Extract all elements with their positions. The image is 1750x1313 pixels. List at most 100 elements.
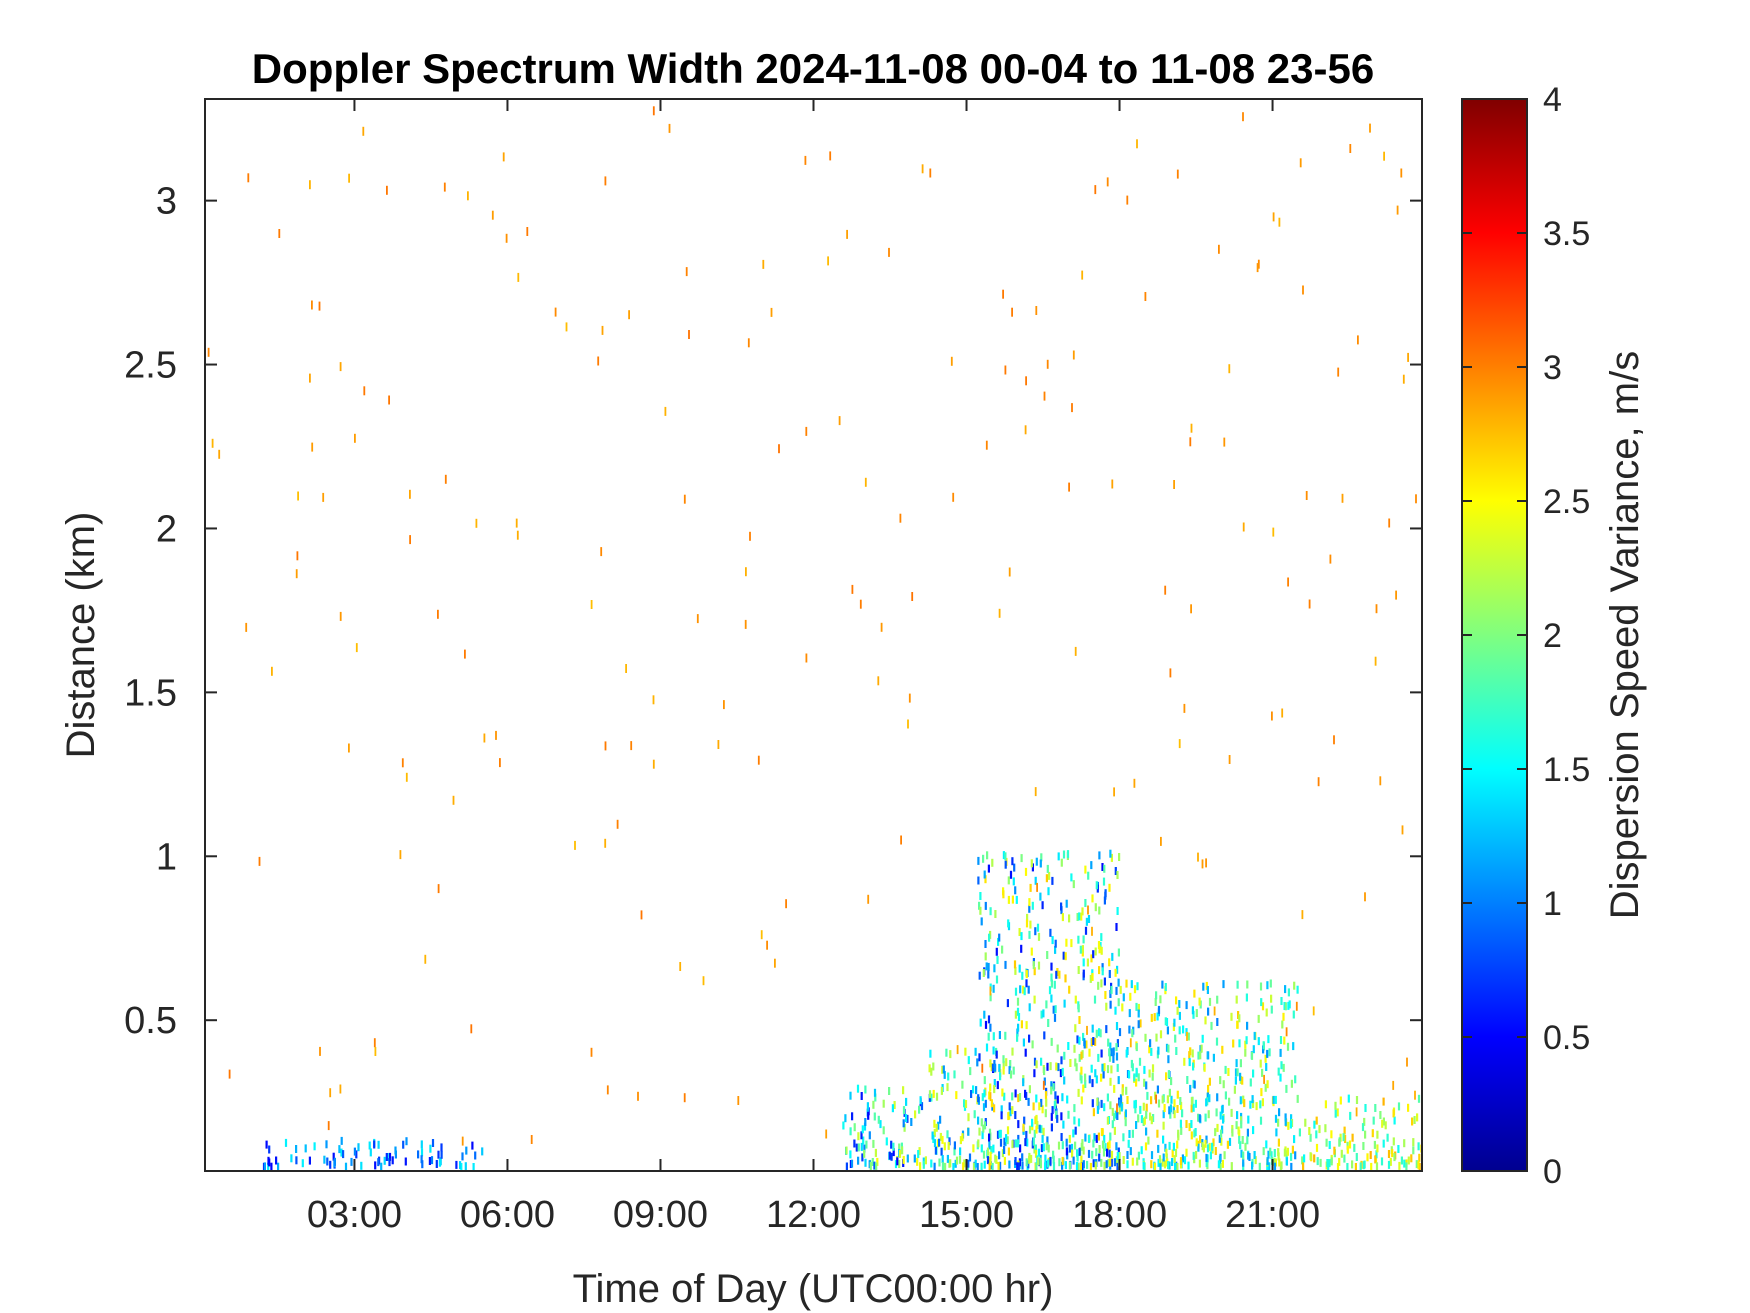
- data-cell: [1121, 1087, 1124, 1096]
- data-cell: [1094, 947, 1097, 956]
- data-cell: [1097, 941, 1101, 949]
- data-cell: [1065, 1147, 1068, 1156]
- data-cell: [1052, 1083, 1055, 1092]
- data-cell: [438, 1158, 441, 1167]
- data-cell: [947, 1072, 950, 1081]
- data-cell: [1103, 1103, 1106, 1112]
- data-cell: [1074, 1024, 1077, 1033]
- data-cell: [1102, 877, 1106, 886]
- data-cell: [1183, 1057, 1186, 1066]
- data-cell: [1156, 1129, 1159, 1138]
- data-cell: [1204, 1139, 1207, 1148]
- data-cell-sparse: [762, 259, 765, 269]
- data-cell-sparse: [702, 976, 705, 986]
- data-cell: [920, 1102, 924, 1111]
- data-cell: [894, 1160, 898, 1169]
- x-tick-label: 09:00: [613, 1194, 708, 1236]
- data-cell: [1410, 1154, 1413, 1163]
- data-cell-sparse: [637, 1091, 639, 1101]
- data-cell: [1392, 1137, 1395, 1146]
- data-cell: [1045, 1098, 1048, 1107]
- data-cell: [1082, 958, 1085, 967]
- data-cell: [954, 1159, 957, 1168]
- data-cell: [1047, 887, 1050, 896]
- data-cell: [1249, 1078, 1252, 1087]
- data-cell: [1060, 902, 1063, 911]
- data-cell: [1178, 1000, 1181, 1008]
- data-cell: [888, 1087, 891, 1095]
- data-cell: [1294, 1075, 1297, 1084]
- data-cell: [1037, 932, 1041, 941]
- data-cell: [1181, 1109, 1184, 1118]
- data-cell: [992, 1144, 995, 1153]
- data-cell: [1161, 980, 1164, 989]
- data-cell: [978, 971, 981, 980]
- data-cell: [1167, 1055, 1170, 1064]
- data-cell: [1045, 874, 1048, 883]
- data-cell: [1116, 1112, 1119, 1120]
- data-cell: [388, 1152, 392, 1161]
- data-cell: [1034, 1144, 1037, 1153]
- data-cell: [1289, 1120, 1292, 1129]
- colorbar-tick-label: 4: [1543, 81, 1562, 119]
- data-cell: [977, 1116, 980, 1125]
- data-cell: [1034, 1149, 1038, 1158]
- data-cell: [1035, 857, 1038, 866]
- data-cell: [1397, 1145, 1400, 1153]
- data-cell: [972, 1144, 975, 1153]
- data-cell: [863, 1122, 867, 1131]
- data-cell: [1061, 1141, 1064, 1150]
- data-cell: [980, 1144, 983, 1153]
- data-cell: [1387, 1160, 1391, 1169]
- data-cell: [1379, 1111, 1382, 1119]
- data-cell: [1054, 1091, 1057, 1100]
- data-cell: [1290, 1114, 1293, 1123]
- data-cell-sparse: [1218, 244, 1220, 254]
- data-cell: [1339, 1096, 1342, 1105]
- data-cell: [1119, 1094, 1123, 1103]
- data-cell: [1205, 1159, 1208, 1168]
- data-cell: [1194, 1128, 1197, 1136]
- data-cell-sparse: [1257, 259, 1260, 269]
- data-cell: [955, 1156, 959, 1165]
- data-cell: [1118, 1099, 1121, 1108]
- data-cell: [1143, 1065, 1146, 1074]
- data-cell-sparse: [530, 1135, 533, 1144]
- data-cell-sparse: [950, 356, 953, 366]
- data-cell-sparse: [327, 1121, 330, 1131]
- data-cell: [1100, 1099, 1103, 1108]
- data-cell: [1193, 1129, 1196, 1138]
- data-cell: [867, 1111, 870, 1120]
- data-cell: [1073, 1104, 1076, 1113]
- data-cell-sparse: [245, 622, 248, 632]
- data-cell: [1084, 1080, 1087, 1088]
- data-cell: [1261, 1068, 1264, 1077]
- data-cell: [1133, 1073, 1136, 1082]
- data-cell: [1108, 883, 1111, 892]
- data-cell: [1074, 1058, 1077, 1067]
- data-cell-sparse: [329, 1088, 332, 1098]
- data-cell: [1035, 1125, 1038, 1134]
- data-cell: [849, 1150, 852, 1159]
- data-cell: [1187, 1032, 1190, 1041]
- data-cell-sparse: [1106, 177, 1109, 187]
- data-cell-sparse: [1160, 836, 1162, 846]
- data-cell: [1147, 1136, 1150, 1145]
- data-cell-sparse: [1374, 656, 1377, 666]
- data-cell: [1237, 1126, 1240, 1135]
- data-cell-sparse: [318, 301, 321, 311]
- data-cell: [1135, 1002, 1138, 1011]
- data-cell: [1219, 1111, 1222, 1120]
- data-cell: [1259, 1116, 1263, 1125]
- data-cell: [933, 1162, 936, 1171]
- data-cell: [1103, 1134, 1106, 1143]
- data-cell: [1019, 1144, 1022, 1153]
- data-cell-sparse: [805, 426, 808, 436]
- data-cell: [1150, 1013, 1153, 1022]
- data-cell: [1108, 1053, 1112, 1062]
- data-cell: [861, 1125, 864, 1134]
- data-cell: [1012, 877, 1015, 886]
- data-cell: [1183, 1156, 1187, 1165]
- data-cell: [1140, 1115, 1143, 1124]
- data-cell-sparse: [846, 229, 848, 239]
